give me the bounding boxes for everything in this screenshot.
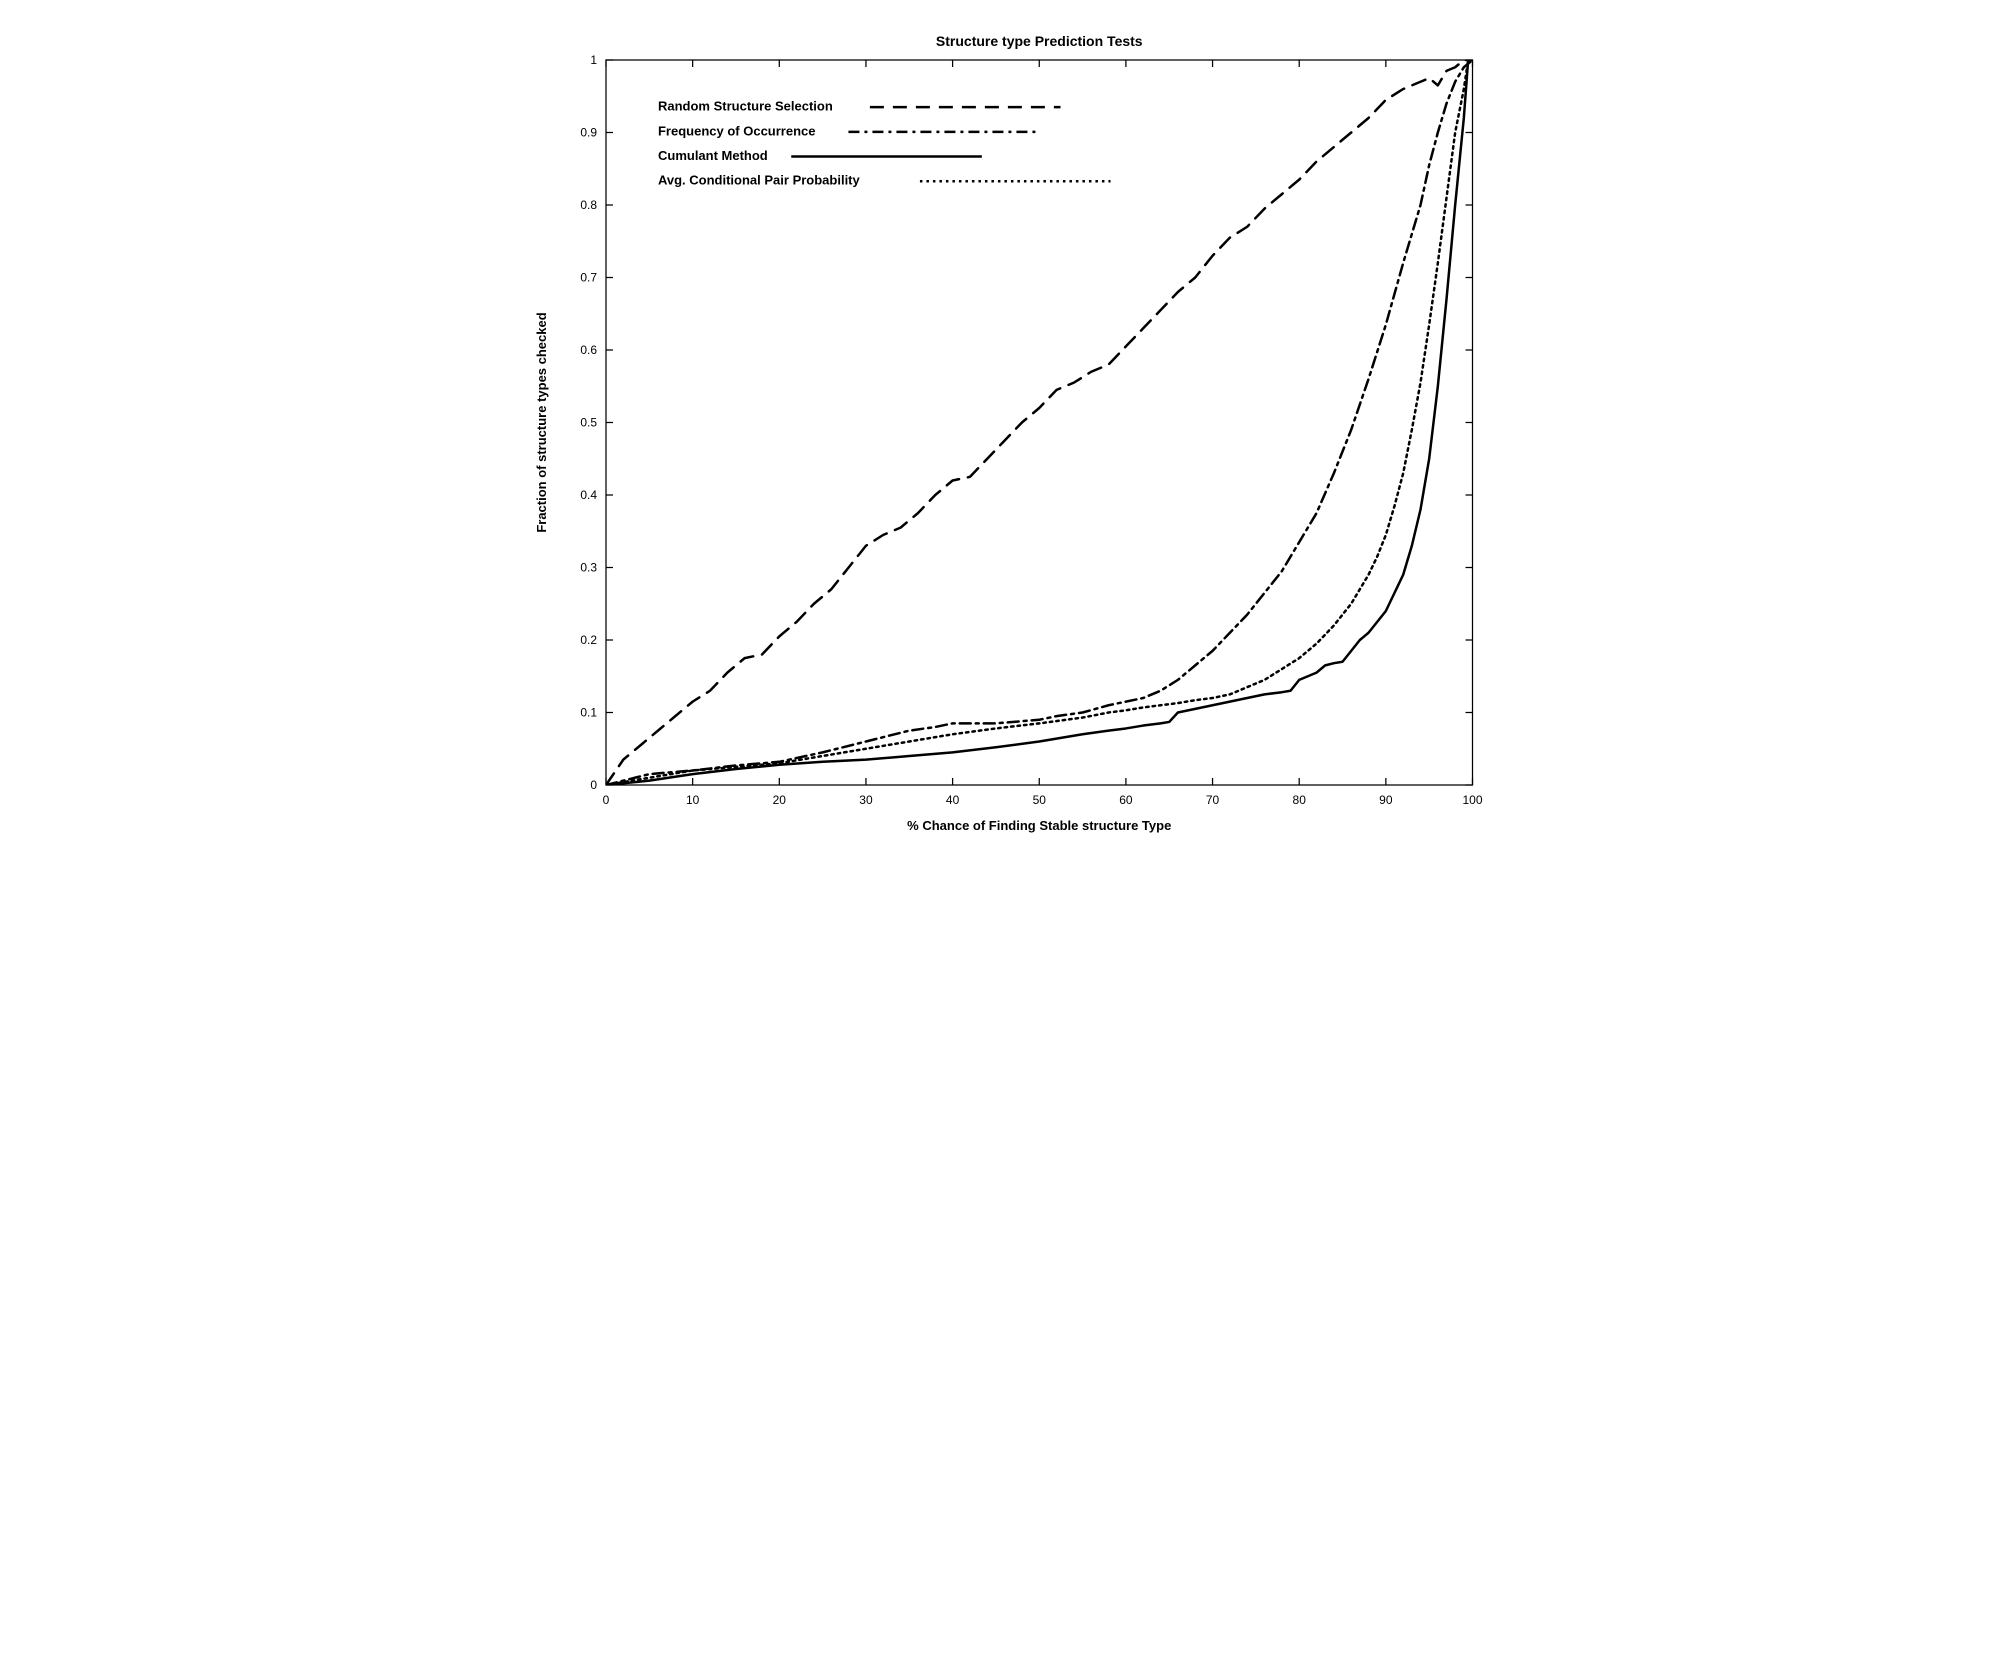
chart-title: Structure type Prediction Tests bbox=[936, 33, 1143, 49]
x-tick-label: 70 bbox=[1206, 793, 1220, 807]
y-tick-label: 0.8 bbox=[580, 198, 597, 212]
y-tick-label: 0.6 bbox=[580, 343, 597, 357]
x-tick-label: 40 bbox=[946, 793, 960, 807]
x-tick-label: 50 bbox=[1032, 793, 1046, 807]
legend-label: Cumulant Method bbox=[658, 148, 768, 163]
x-tick-label: 60 bbox=[1119, 793, 1133, 807]
y-tick-label: 0 bbox=[590, 778, 597, 792]
legend-label: Avg. Conditional Pair Probability bbox=[658, 173, 861, 188]
x-tick-label: 90 bbox=[1379, 793, 1393, 807]
y-tick-label: 0.2 bbox=[580, 633, 597, 647]
y-tick-label: 1 bbox=[590, 53, 597, 67]
x-tick-label: 100 bbox=[1462, 793, 1482, 807]
y-tick-label: 0.3 bbox=[580, 561, 597, 575]
y-tick-label: 0.7 bbox=[580, 271, 597, 285]
x-tick-label: 30 bbox=[859, 793, 873, 807]
legend-label: Frequency of Occurrence bbox=[658, 123, 816, 138]
x-tick-label: 10 bbox=[686, 793, 700, 807]
x-tick-label: 80 bbox=[1292, 793, 1306, 807]
x-axis-label: % Chance of Finding Stable structure Typ… bbox=[907, 818, 1171, 833]
legend-label: Random Structure Selection bbox=[658, 99, 833, 114]
y-tick-label: 0.1 bbox=[580, 706, 597, 720]
x-tick-label: 0 bbox=[602, 793, 609, 807]
y-tick-label: 0.9 bbox=[580, 126, 597, 140]
y-tick-label: 0.4 bbox=[580, 488, 597, 502]
structure-prediction-chart: 0 10 20 30 40 50 60 70 80 90 100 0 0.1 0.2 0.3 0.4 0.5 0.… bbox=[501, 20, 1503, 850]
x-tick-label: 20 bbox=[772, 793, 786, 807]
y-tick-label: 0.5 bbox=[580, 416, 597, 430]
y-axis-label: Fraction of structure types checked bbox=[534, 312, 549, 532]
